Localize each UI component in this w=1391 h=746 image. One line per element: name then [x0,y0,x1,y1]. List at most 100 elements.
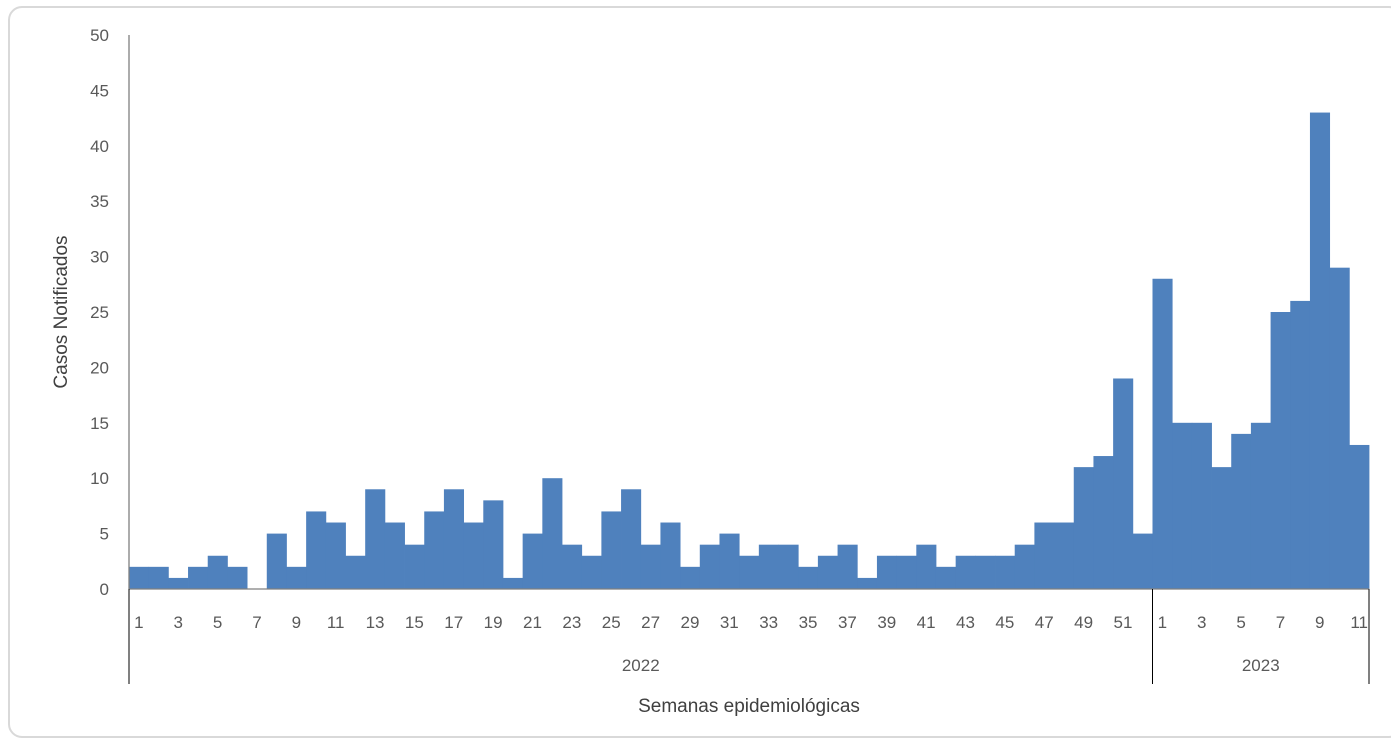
bar [817,555,838,589]
bar [1054,522,1075,589]
x-tick-label: 5 [1236,613,1245,632]
bar [601,511,622,589]
bar [502,577,524,589]
bars-group [129,112,1370,589]
x-tick-label: 45 [995,613,1014,632]
bar [798,566,819,589]
x-tick-label: 21 [523,613,542,632]
x-tick-label: 47 [1035,613,1054,632]
x-tick-label: 7 [1276,613,1285,632]
bar [424,511,445,589]
bar [1014,544,1035,589]
bar [1270,312,1291,589]
bar [916,544,937,589]
x-tick-label: 51 [1114,613,1133,632]
y-tick-label: 35 [90,192,109,211]
bar [640,544,661,589]
bar [1034,522,1055,589]
bar [1073,467,1094,589]
x-tick-label: 1 [134,613,143,632]
bar [975,555,996,589]
bar [955,555,976,589]
bar [129,566,150,589]
bar [207,555,228,589]
bar [1231,433,1252,589]
x-tick-label: 7 [252,613,261,632]
bar [168,577,189,589]
bar [660,522,681,589]
y-tick-label: 50 [90,26,109,45]
x-axis-title: Semanas epidemiológicas [638,696,860,717]
bar [680,566,701,589]
bar [306,511,327,589]
bar [227,566,248,589]
x-tick-label: 3 [173,613,182,632]
bar [1172,422,1193,589]
bar [365,489,386,589]
x-tick-label: 3 [1197,613,1206,632]
bar [1093,456,1114,589]
bar [404,544,425,589]
bar [384,522,405,589]
x-tick-label: 9 [292,613,301,632]
bar [562,544,583,589]
bar [1250,422,1271,589]
y-tick-label: 45 [90,81,109,100]
bar [463,522,484,589]
x-tick-label: 49 [1074,613,1093,632]
y-tick-label: 15 [90,414,109,433]
x-tick-label: 13 [366,613,385,632]
bar [995,555,1016,589]
bar [758,544,779,589]
bar [1211,467,1232,589]
y-tick-label: 10 [90,469,109,488]
x-tick-label: 39 [877,613,896,632]
x-group-label: 2023 [1242,656,1280,675]
x-tick-label: 1 [1158,613,1167,632]
bar [896,555,917,589]
bar [857,577,878,589]
x-tick-label: 37 [838,613,857,632]
bar [1152,278,1173,589]
x-group-label: 2022 [622,656,660,675]
x-tick-label: 43 [956,613,975,632]
bar [325,522,346,589]
y-tick-label: 5 [100,525,109,544]
x-tick-label: 35 [799,613,818,632]
bar [719,533,740,589]
y-tick-label: 25 [90,303,109,322]
bar [188,566,209,589]
x-tick-label: 5 [213,613,222,632]
x-tick-label: 29 [680,613,699,632]
x-tick-label: 9 [1315,613,1324,632]
bar [148,566,169,589]
y-tick-label: 20 [90,358,109,377]
y-tick-label: 40 [90,137,109,156]
bar [935,566,957,589]
x-tick-label: 27 [641,613,660,632]
bar [699,544,720,589]
bar [286,566,307,589]
axes-group [128,35,1370,684]
x-tick-label: 33 [759,613,778,632]
x-tick-label: 23 [562,613,581,632]
bar [1113,378,1134,589]
bar [266,533,287,589]
bar [1309,112,1331,589]
x-tick-label: 25 [602,613,621,632]
bar [1290,300,1311,589]
bar [1349,444,1370,589]
bar [542,478,563,589]
bar [1191,422,1212,589]
bar [1329,267,1350,589]
bar [522,533,543,589]
bar [778,544,799,589]
y-axis-title: Casos Notificados [51,235,72,388]
bar [345,555,366,589]
x-tick-label: 19 [484,613,503,632]
bar [1132,533,1153,589]
x-tick-label: 31 [720,613,739,632]
x-tick-label: 15 [405,613,424,632]
